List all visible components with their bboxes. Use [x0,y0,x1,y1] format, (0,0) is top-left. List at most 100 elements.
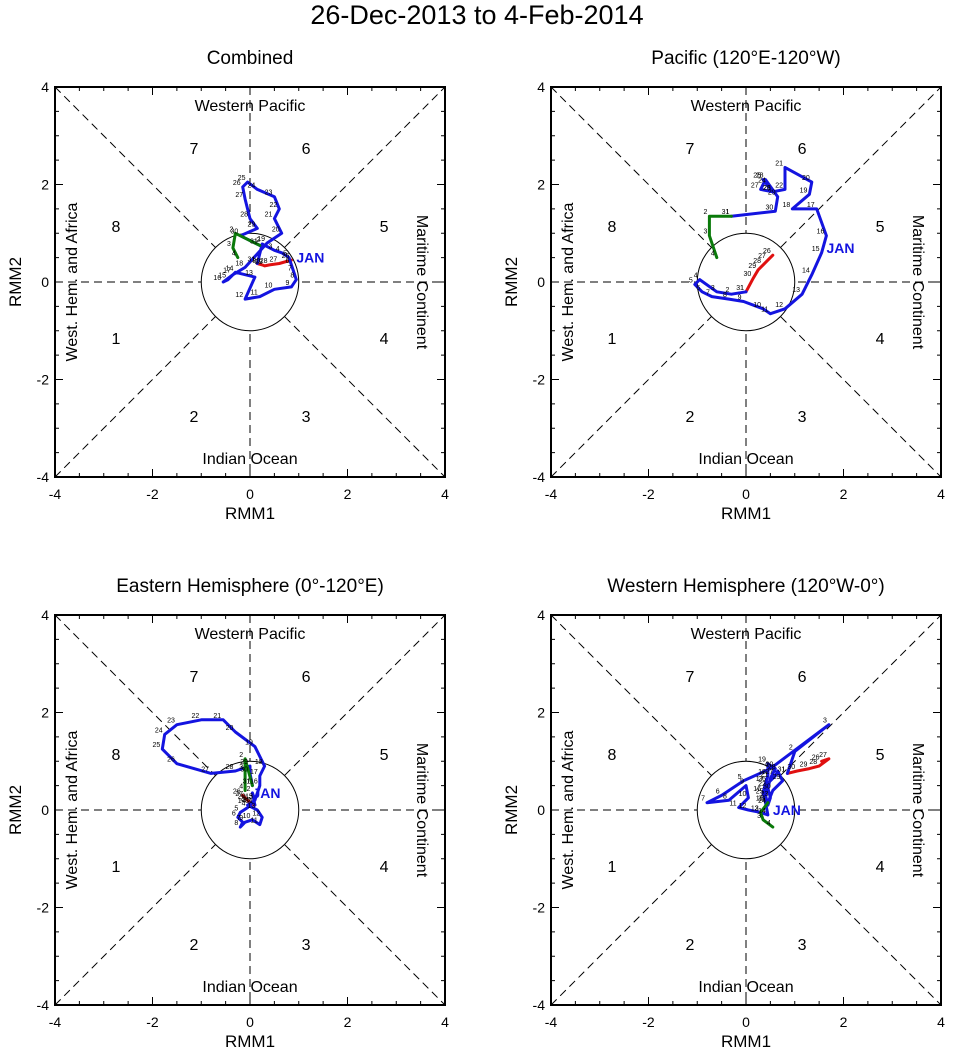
day-label: 18 [783,202,791,209]
day-label: 8 [290,273,294,280]
phase-number-4: 4 [876,331,885,348]
day-label: 18 [758,769,766,776]
day-label: 3 [711,285,715,292]
day-label: 28 [756,173,764,180]
sector-label-top: Western Pacific [195,98,306,115]
panel-title: Western Hemisphere (120°W-0°) [607,576,884,597]
day-label: 11 [761,307,768,314]
day-label: 9 [239,815,243,822]
day-label: 28 [238,793,246,800]
day-label: 7 [706,290,710,297]
sector-label-left: West. Hem. and Africa [560,730,577,889]
phase-number-5: 5 [876,219,885,236]
day-label: 2 [229,226,233,233]
day-label: 1 [249,798,253,805]
day-label: 13 [792,287,800,294]
day-label: 10 [753,302,761,309]
day-label: 28 [768,764,776,771]
day-label: 25 [753,173,761,180]
phase-panel-3: Eastern Hemisphere (0°-120°E) -4-4 -2 -2 0 0 2… [6,576,449,1051]
day-label: 27 [235,791,243,798]
phase-number-5: 5 [876,747,885,764]
sector-label-right: Maritime Continent [413,215,430,350]
phase-number-6: 6 [798,669,807,686]
day-label: 30 [744,271,752,278]
y-tick-label: -2 [533,900,546,916]
phase-number-1: 1 [111,859,120,876]
day-label: 20 [272,226,280,233]
day-label: 5 [738,774,742,781]
x-tick-label: 0 [246,1014,254,1030]
y-axis-label: RMM2 [502,785,521,835]
y-axis-label: RMM2 [502,257,521,307]
day-label: 4 [711,251,715,258]
sector-label-right: Maritime Continent [909,215,926,350]
day-label: 18 [235,260,243,267]
day-label: 4 [232,251,236,258]
day-label: 31 [758,796,766,803]
x-tick-label: -2 [642,486,655,502]
day-label: 16 [753,786,761,793]
sector-label-bottom: Indian Ocean [698,451,793,468]
figure-title: 26-Dec-2013 to 4-Feb-2014 [310,0,644,30]
y-tick-label: 0 [41,274,49,290]
day-label: 27 [235,192,243,199]
day-label: 4 [276,246,280,253]
phase-number-2: 2 [189,937,198,954]
phase-number-7: 7 [685,669,694,686]
day-label: 31 [245,798,253,805]
y-tick-label: 4 [537,79,545,95]
month-label: JAN [773,802,801,818]
day-label: 4 [694,273,698,280]
sector-label-left: West. Hem. and Africa [64,730,81,889]
day-label: 3 [227,241,231,248]
x-tick-label: 4 [937,486,945,502]
day-label: 26 [233,180,241,187]
day-label: 1 [740,285,744,292]
day-label: 3 [268,243,272,250]
day-label: 12 [739,803,747,810]
day-label: 19 [245,740,253,747]
day-label: 30 [243,797,251,804]
day-label: 8 [723,292,727,299]
y-tick-label: -2 [533,372,546,388]
x-tick-label: 2 [840,1014,848,1030]
day-label: 15 [218,273,226,280]
day-label: 18 [255,759,263,766]
sector-label-top: Western Pacific [691,98,802,115]
day-label: 23 [167,718,175,725]
phase-number-2: 2 [189,409,198,426]
day-label: 26 [282,253,290,260]
day-label: 13 [248,803,256,810]
day-label: 31 [722,209,730,216]
day-label: 2 [755,805,759,812]
day-label: 4 [239,784,243,791]
day-label: 9 [740,779,744,786]
day-label: 23 [763,185,771,192]
day-label: 6 [716,788,720,795]
day-label: 15 [812,246,820,253]
phase-number-7: 7 [189,141,198,158]
phase-number-3: 3 [798,409,807,426]
day-label: 25 [756,788,764,795]
day-label: 30 [252,258,260,265]
day-label: 29 [748,263,756,270]
month-label: JAN [296,250,324,266]
day-label: 28 [260,258,268,265]
day-label: 26 [763,185,771,192]
day-label: 17 [223,268,231,275]
day-label: 17 [756,776,764,783]
x-tick-label: 4 [441,486,449,502]
day-label: 26 [233,788,241,795]
x-tick-label: 4 [937,1014,945,1030]
x-axis-label: RMM1 [721,504,771,523]
phase-number-2: 2 [685,409,694,426]
day-label: 7 [288,265,292,272]
phase-panel-2: Pacific (120°E-120°W)-4-4-2-2002244RMM1R… [502,48,945,523]
day-label: 31 [250,238,258,245]
day-label: 30 [763,784,771,791]
day-label: 14 [758,808,766,815]
day-label: 30 [765,204,773,211]
day-label: 15 [756,796,764,803]
